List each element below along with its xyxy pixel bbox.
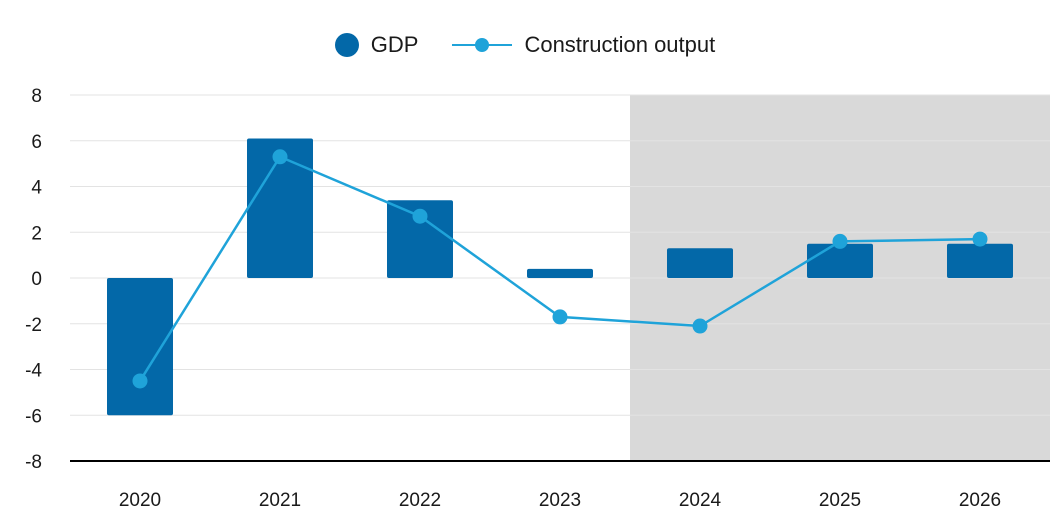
legend-construction-line-icon [452, 33, 513, 57]
y-tick-label: -2 [25, 315, 42, 336]
y-tick-label: -4 [25, 361, 42, 382]
legend: GDP Construction output [0, 28, 1050, 62]
bar-gdp-2020 [107, 278, 173, 416]
x-tick-label-2024: 2024 [679, 490, 722, 511]
point-construction-2023 [552, 309, 568, 325]
bar-gdp-2026 [947, 243, 1013, 278]
y-tick-label: -6 [25, 406, 42, 427]
legend-item-gdp: GDP [334, 32, 419, 58]
x-tick-label-2026: 2026 [959, 490, 1001, 511]
legend-item-construction-output: Construction output [452, 32, 715, 58]
point-construction-2022 [412, 208, 428, 224]
y-tick-label: 4 [31, 178, 42, 199]
legend-gdp-marker-icon [334, 33, 359, 57]
x-tick-label-2020: 2020 [119, 490, 161, 511]
point-construction-2026 [972, 231, 988, 247]
bar-gdp-2021 [247, 138, 313, 278]
point-construction-2024 [692, 318, 708, 334]
x-tick-label-2021: 2021 [259, 490, 301, 511]
x-tick-label-2023: 2023 [539, 490, 581, 511]
point-construction-2025 [832, 233, 848, 249]
y-tick-label: 6 [31, 132, 42, 153]
bar-gdp-2022 [387, 200, 453, 278]
bar-gdp-2024 [667, 248, 733, 278]
legend-construction-label: Construction output [524, 32, 716, 57]
point-construction-2021 [272, 149, 288, 165]
legend-gdp-label: GDP [370, 32, 419, 57]
point-construction-2020 [132, 373, 148, 389]
x-tick-label-2025: 2025 [819, 490, 861, 511]
bar-gdp-2023 [527, 268, 593, 278]
y-tick-label: 8 [31, 86, 42, 107]
x-tick-label-2022: 2022 [399, 490, 441, 511]
y-tick-label: 0 [31, 269, 42, 290]
y-tick-label: -8 [25, 452, 42, 473]
y-tick-label: 2 [31, 223, 42, 244]
